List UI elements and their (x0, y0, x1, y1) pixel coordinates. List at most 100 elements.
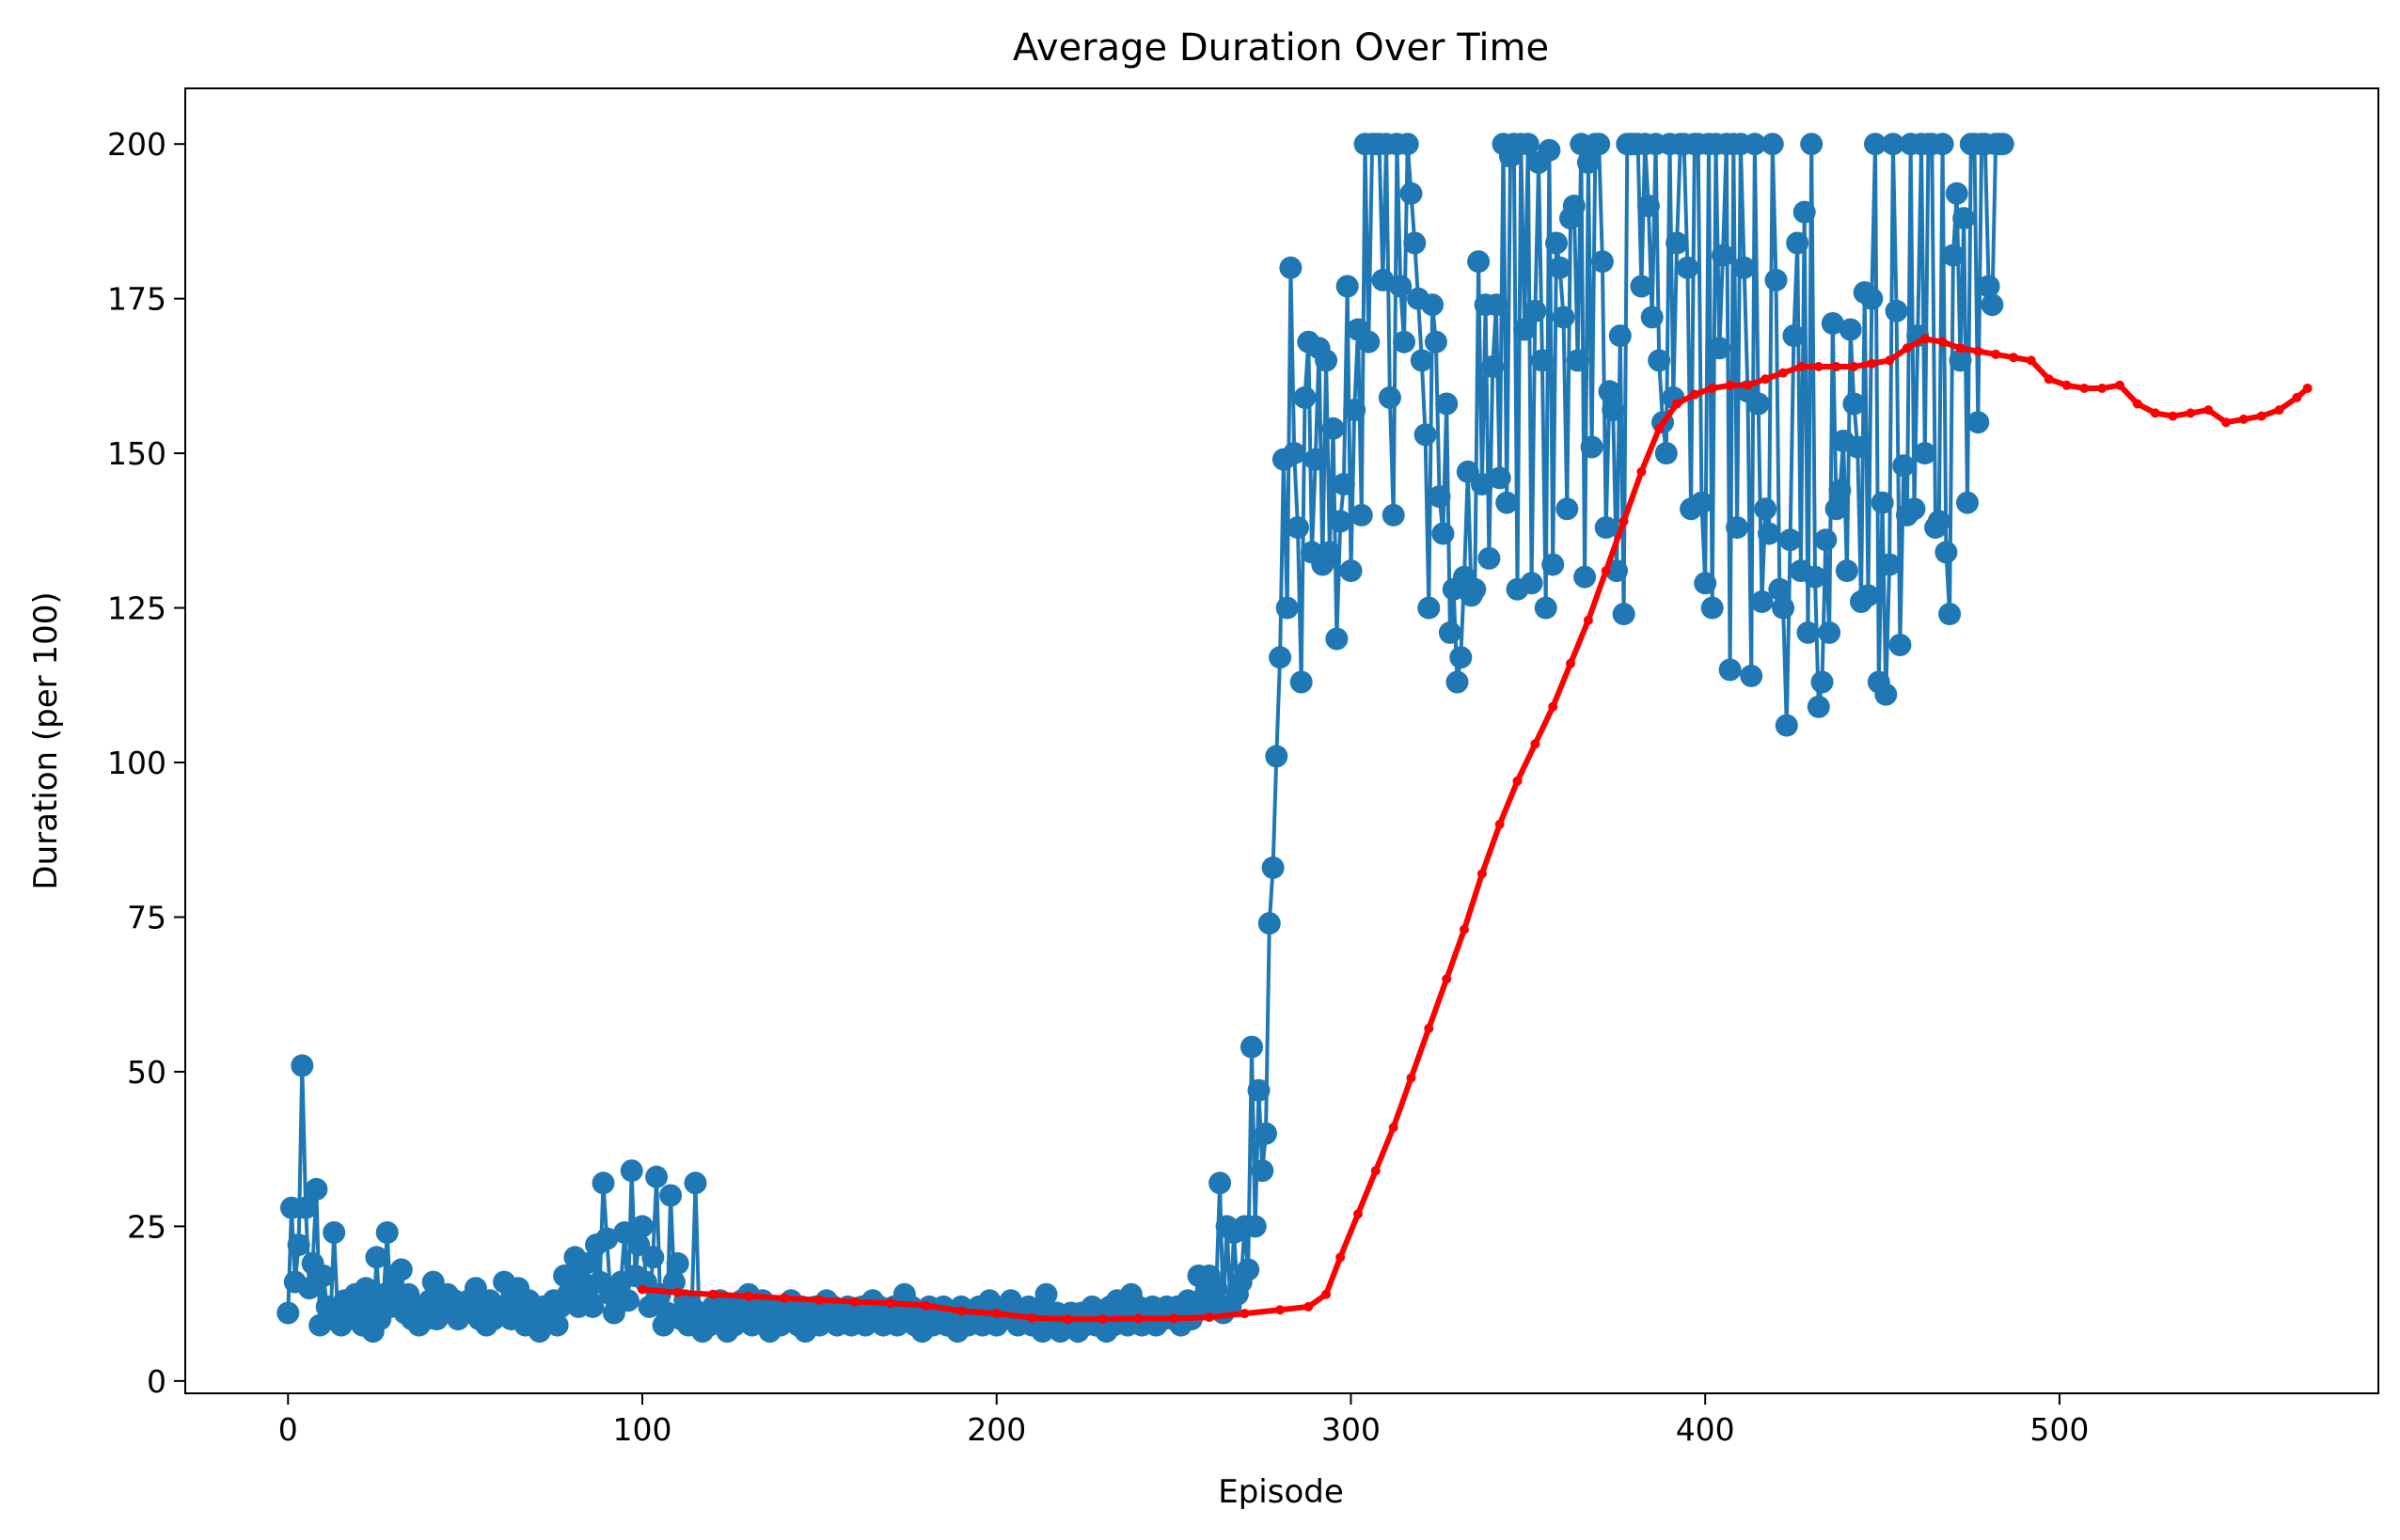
series-0-point-286 (1289, 670, 1313, 694)
y-tick-label-150: 150 (107, 435, 166, 472)
series-0-point-272 (1240, 1035, 1263, 1059)
series-1-point-9 (956, 1306, 967, 1316)
series-1-point-17 (1239, 1309, 1250, 1319)
series-0-point-481 (1981, 293, 2004, 317)
series-0-point-109 (662, 1270, 686, 1294)
series-0-point-295 (1321, 416, 1345, 440)
series-0-point-447 (1860, 287, 1884, 310)
series-0-point-86 (581, 1295, 605, 1318)
series-0-point-283 (1279, 256, 1303, 279)
series-1-point-34 (1566, 658, 1575, 668)
series-0-point-96 (616, 1289, 639, 1312)
series-1-point-62 (2061, 380, 2072, 390)
series-0-point-372 (1594, 516, 1618, 540)
series-1-point-58 (1991, 349, 2001, 359)
series-0-point-452 (1878, 553, 1902, 576)
series-0-point-326 (1431, 522, 1455, 545)
series-0-point-301 (1343, 399, 1366, 422)
series-1-point-70 (2203, 405, 2214, 416)
series-0-point-274 (1247, 1078, 1271, 1102)
series-1-point-10 (991, 1309, 1002, 1319)
series-1-point-21 (1335, 1252, 1346, 1263)
series-1-point-71 (2221, 417, 2231, 428)
series-1-point-63 (2079, 384, 2090, 393)
series-0-point-371 (1590, 250, 1614, 274)
series-0-point-433 (1810, 670, 1834, 694)
series-1-point-66 (2132, 399, 2142, 409)
series-0-point-315 (1393, 330, 1415, 354)
series-0-point-5 (294, 1196, 318, 1219)
series-1-point-55 (1937, 337, 1948, 347)
series-0-point-425 (1782, 324, 1806, 348)
series-0-point-89 (592, 1171, 615, 1195)
series-0-point-428 (1792, 200, 1816, 224)
series-0-point-400 (1694, 572, 1717, 595)
series-0-point-414 (1743, 133, 1766, 156)
y-tick-label-100: 100 (107, 745, 166, 781)
y-tick-label-0: 0 (147, 1363, 166, 1400)
series-0-point-454 (1885, 299, 1908, 322)
series-1-point-8 (921, 1300, 931, 1311)
series-0-point-367 (1576, 150, 1600, 174)
x-tick-label-0: 0 (278, 1411, 298, 1448)
series-0-point-90 (595, 1227, 619, 1250)
series-1-point-60 (2026, 355, 2036, 366)
series-0-point-321 (1413, 423, 1437, 447)
series-0-point-468 (1934, 541, 1958, 564)
series-0-point-409 (1726, 516, 1749, 540)
series-0-point-278 (1261, 856, 1285, 879)
series-1-point-45 (1761, 374, 1771, 385)
series-0-point-344 (1495, 491, 1519, 514)
series-0-point-456 (1892, 454, 1916, 478)
series-0-point-97 (620, 1159, 643, 1183)
series-0-point-305 (1357, 330, 1381, 354)
series-0-point-84 (574, 1251, 597, 1275)
series-0-point-287 (1293, 385, 1317, 409)
series-0-point-339 (1477, 546, 1501, 570)
series-0-point-330 (1445, 670, 1469, 694)
series-0-point-392 (1666, 231, 1689, 255)
y-tick-label-125: 125 (107, 590, 166, 627)
series-0-point-442 (1842, 392, 1866, 416)
series-0-point-421 (1768, 577, 1792, 601)
series-0-point-434 (1814, 528, 1838, 552)
series-0-point-355 (1534, 596, 1557, 620)
series-0-point-0 (276, 1301, 300, 1325)
series-1-point-68 (2168, 411, 2178, 421)
series-1-point-29 (1476, 869, 1487, 879)
series-0-point-430 (1800, 133, 1824, 156)
series-1-point-44 (1743, 380, 1753, 390)
y-tick-label-50: 50 (127, 1054, 166, 1091)
series-0-point-309 (1371, 268, 1395, 291)
x-tick-label-100: 100 (612, 1411, 671, 1448)
series-1-point-33 (1548, 701, 1558, 712)
plot-series (276, 133, 2313, 1344)
series-0-point-284 (1283, 442, 1306, 465)
series-1-point-32 (1530, 739, 1540, 749)
series-0-point-285 (1287, 516, 1309, 540)
series-1-point-16 (1204, 1312, 1214, 1323)
plot-frame (184, 87, 2379, 1394)
series-0-point-28 (375, 1221, 399, 1244)
series-1-point-76 (2302, 384, 2313, 393)
series-1-point-22 (1353, 1209, 1363, 1219)
series-0-point-484 (1991, 133, 2014, 156)
series-0-point-103 (641, 1246, 665, 1269)
series-0-point-420 (1764, 268, 1788, 291)
series-1-point-1 (672, 1287, 683, 1297)
series-0-point-314 (1389, 275, 1413, 298)
series-0-point-373 (1598, 380, 1621, 403)
x-axis-label: Episode (1218, 1473, 1344, 1511)
series-0-point-376 (1608, 324, 1632, 348)
series-1-point-12 (1063, 1314, 1073, 1325)
series-1-point-3 (744, 1291, 753, 1301)
series-0-point-3 (287, 1234, 310, 1257)
series-1-point-67 (2150, 408, 2160, 418)
series-0-point-417 (1754, 497, 1777, 521)
series-1-point-20 (1321, 1289, 1332, 1299)
series-1-point-50 (1849, 362, 1859, 371)
x-tick-label-400: 400 (1676, 1411, 1735, 1448)
series-0-point-377 (1612, 603, 1635, 626)
series-0-point-423 (1775, 714, 1798, 737)
series-0-point-312 (1382, 503, 1405, 526)
